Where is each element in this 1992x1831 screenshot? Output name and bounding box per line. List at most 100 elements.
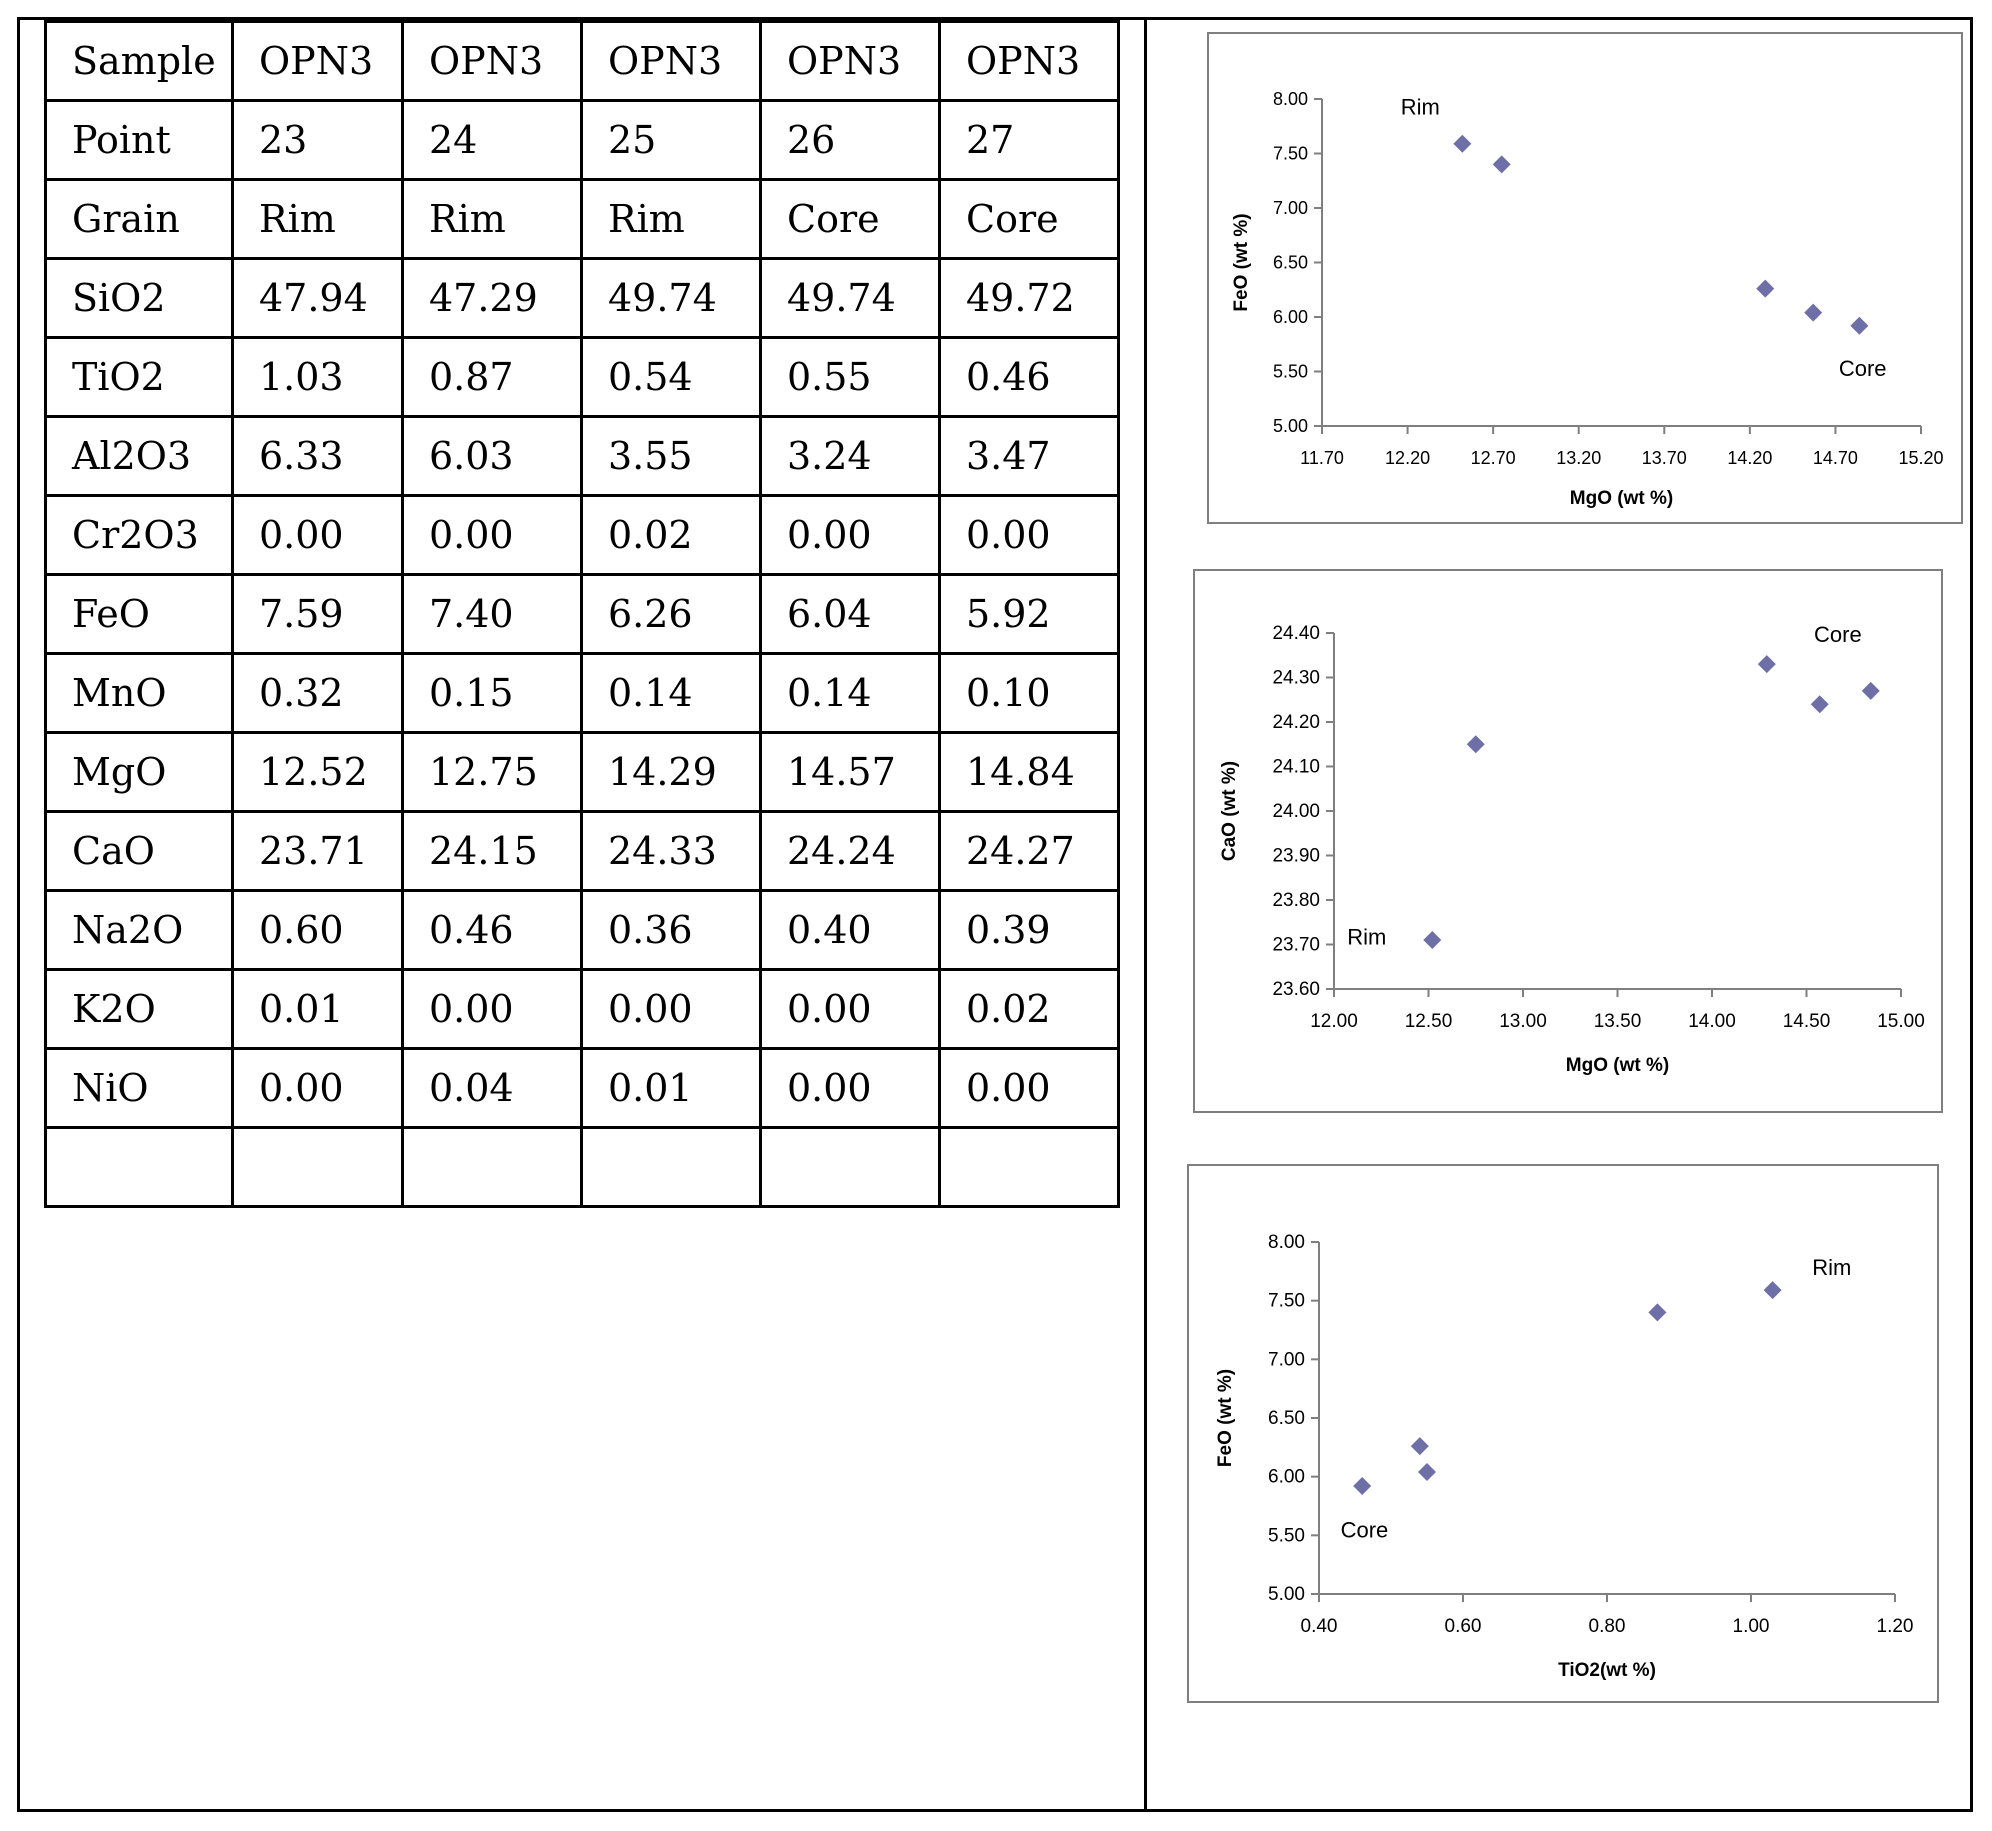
row-label-cell: TiO2 (44, 336, 234, 418)
x-tick-label: 14.00 (1688, 1011, 1736, 1032)
table-row: Cr2O3 0.00 0.00 0.02 0.00 0.00 (44, 494, 1120, 576)
point-annotation: Rim (1812, 1255, 1851, 1280)
table-row: Al2O3 6.33 6.03 3.55 3.24 3.47 (44, 415, 1120, 497)
table-row: SiO2 47.94 47.29 49.74 49.74 49.72 (44, 257, 1120, 339)
value-cell: 23.71 (231, 810, 404, 892)
x-tick-label: 14.20 (1727, 448, 1772, 468)
value-cell: Core (938, 178, 1120, 260)
table-row: K2O 0.01 0.00 0.00 0.00 0.02 (44, 968, 1120, 1050)
row-label-cell: CaO (44, 810, 234, 892)
value-cell: 24.33 (580, 810, 762, 892)
value-cell: 0.39 (938, 889, 1120, 971)
x-tick-label: 14.50 (1783, 1011, 1831, 1032)
composition-table: Sample OPN3 OPN3 OPN3 OPN3 OPN3 Point 23 24 25 26 2… (44, 20, 1120, 1208)
value-cell (580, 1126, 762, 1208)
x-tick-label: 12.50 (1405, 1011, 1453, 1032)
value-cell: 0.01 (231, 968, 404, 1050)
table-row: CaO 23.71 24.15 24.33 24.24 24.27 (44, 810, 1120, 892)
value-cell: OPN3 (580, 20, 762, 102)
value-cell: 47.29 (401, 257, 583, 339)
y-axis-title: FeO (wt %) (1215, 1369, 1236, 1467)
y-tick-label: 5.00 (1273, 416, 1308, 436)
row-label-cell: Cr2O3 (44, 494, 234, 576)
value-cell: 0.00 (938, 1047, 1120, 1129)
data-point (1410, 1437, 1429, 1456)
value-cell: 6.33 (231, 415, 404, 497)
value-cell: 0.00 (231, 1047, 404, 1129)
value-cell: 3.47 (938, 415, 1120, 497)
row-label-cell: Na2O (44, 889, 234, 971)
data-point (1756, 279, 1775, 298)
table-row: NiO 0.00 0.04 0.01 0.00 0.00 (44, 1047, 1120, 1129)
value-cell: 3.24 (759, 415, 941, 497)
row-label-cell: Sample (44, 20, 234, 102)
value-cell: 24.27 (938, 810, 1120, 892)
table-row: Sample OPN3 OPN3 OPN3 OPN3 OPN3 (44, 20, 1120, 102)
value-cell: 0.00 (759, 1047, 941, 1129)
y-tick-label: 23.60 (1272, 979, 1320, 1000)
value-cell: 5.92 (938, 573, 1120, 655)
y-tick-label: 6.00 (1268, 1467, 1305, 1488)
table-row: MgO 12.52 12.75 14.29 14.57 14.84 (44, 731, 1120, 813)
value-cell (759, 1126, 941, 1208)
y-tick-label: 6.50 (1268, 1408, 1305, 1429)
table-row: TiO2 1.03 0.87 0.54 0.55 0.46 (44, 336, 1120, 418)
value-cell: 0.10 (938, 652, 1120, 734)
value-cell: 0.00 (759, 494, 941, 576)
data-point (1423, 931, 1442, 950)
value-cell: 0.02 (938, 968, 1120, 1050)
value-cell: 0.00 (231, 494, 404, 576)
row-label-cell: MgO (44, 731, 234, 813)
y-tick-label: 7.50 (1273, 144, 1308, 164)
panel-divider (1144, 17, 1147, 1812)
y-tick-label: 5.50 (1268, 1525, 1305, 1546)
value-cell: 14.84 (938, 731, 1120, 813)
row-label-cell: NiO (44, 1047, 234, 1129)
data-point (1804, 303, 1823, 322)
y-tick-label: 7.00 (1273, 198, 1308, 218)
value-cell: 14.29 (580, 731, 762, 813)
row-label-cell: K2O (44, 968, 234, 1050)
x-tick-label: 12.70 (1471, 448, 1516, 468)
table-row (44, 1126, 1120, 1208)
data-point (1810, 695, 1829, 714)
x-tick-label: 13.50 (1594, 1011, 1642, 1032)
point-annotation: Core (1814, 622, 1862, 647)
value-cell: 1.03 (231, 336, 404, 418)
row-label-cell: SiO2 (44, 257, 234, 339)
data-point (1353, 1477, 1372, 1496)
chart-feo-vs-mgo-svg: 5.00 5.50 6.00 6.50 7.00 7.50 8.00 11.70 12.20 12… (1231, 89, 1944, 509)
y-tick-label: 8.00 (1268, 1232, 1305, 1253)
row-label-cell: Point (44, 99, 234, 181)
y-tick-label: 24.00 (1272, 801, 1320, 822)
x-tick-label: 1.20 (1877, 1616, 1914, 1637)
table-row: Na2O 0.60 0.46 0.36 0.40 0.39 (44, 889, 1120, 971)
y-tick-label: 8.00 (1273, 89, 1308, 109)
value-cell: 6.26 (580, 573, 762, 655)
value-cell: 7.59 (231, 573, 404, 655)
value-cell (938, 1126, 1120, 1208)
value-cell: OPN3 (401, 20, 583, 102)
value-cell: 49.74 (580, 257, 762, 339)
data-point (1648, 1303, 1667, 1322)
y-axis-title: FeO (wt %) (1231, 213, 1252, 311)
value-cell: 0.46 (401, 889, 583, 971)
value-cell: OPN3 (231, 20, 404, 102)
x-tick-label: 13.20 (1556, 448, 1601, 468)
value-cell: 27 (938, 99, 1120, 181)
value-cell: 0.00 (580, 968, 762, 1050)
value-cell: 23 (231, 99, 404, 181)
x-tick-label: 12.20 (1385, 448, 1430, 468)
value-cell: 0.00 (938, 494, 1120, 576)
y-tick-label: 24.20 (1272, 712, 1320, 733)
value-cell: 0.60 (231, 889, 404, 971)
x-axis-title: TiO2(wt %) (1558, 1660, 1656, 1681)
value-cell: 0.04 (401, 1047, 583, 1129)
value-cell: 0.32 (231, 652, 404, 734)
value-cell: 0.02 (580, 494, 762, 576)
y-tick-label: 7.50 (1268, 1291, 1305, 1312)
value-cell: 12.75 (401, 731, 583, 813)
value-cell (401, 1126, 583, 1208)
row-label-cell: Al2O3 (44, 415, 234, 497)
value-cell: 12.52 (231, 731, 404, 813)
